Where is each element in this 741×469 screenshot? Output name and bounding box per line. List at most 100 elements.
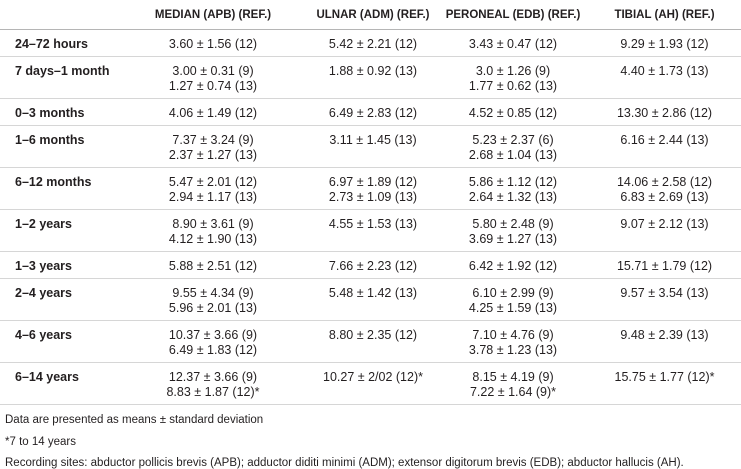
cell-line: 9.57 ± 3.54 (13) <box>620 286 709 300</box>
table-cell: 6.10 ± 2.99 (9) 4.25 ± 1.59 (13) <box>438 278 588 321</box>
footnote: *7 to 14 years <box>5 435 76 448</box>
table-cell: 3.60 ± 1.56 (12) <box>118 29 308 57</box>
cell-line: 10.37 ± 3.66 (9) <box>168 328 258 342</box>
table-row: 1–6 months 7.37 ± 3.24 (9) 2.37 ± 1.27 (13… <box>0 125 741 168</box>
table-cell: 15.71 ± 1.79 (12) <box>588 251 741 279</box>
cell-line: 13.30 ± 2.86 (12) <box>616 106 713 120</box>
table-cell: 5.86 ± 1.12 (12) 2.64 ± 1.32 (13) <box>438 167 588 210</box>
column-header: PERONEAL (EDB) (REF.) <box>438 0 588 30</box>
cell-line: 8.80 ± 2.35 (12) <box>328 328 418 342</box>
table-cell: 5.42 ± 2.21 (12) <box>308 29 438 57</box>
table-row: 6–14 years 12.37 ± 3.66 (9) 8.83 ± 1.87 (1… <box>0 362 741 405</box>
table-cell: 3.11 ± 1.45 (13) <box>308 125 438 168</box>
column-header: MEDIAN (APB) (REF.) <box>118 0 308 30</box>
cell-line: 2.64 ± 1.32 (13) <box>468 190 558 204</box>
table-row: 0–3 months 4.06 ± 1.49 (12) 6.49 ± 2.83 (1… <box>0 98 741 126</box>
row-label: 0–3 months <box>0 98 118 126</box>
cell-line: 5.96 ± 2.01 (13) <box>168 301 258 315</box>
cell-line: 7.10 ± 4.76 (9) <box>472 328 554 342</box>
table-cell: 4.40 ± 1.73 (13) <box>588 56 741 99</box>
cell-line: 3.11 ± 1.45 (13) <box>329 133 417 147</box>
table-cell: 9.29 ± 1.93 (12) <box>588 29 741 57</box>
cell-line: 9.55 ± 4.34 (9) <box>172 286 254 300</box>
table-body: 24–72 hours 3.60 ± 1.56 (12) 5.42 ± 2.21 (… <box>0 29 741 405</box>
table-cell: 14.06 ± 2.58 (12) 6.83 ± 2.69 (13) <box>588 167 741 210</box>
table-cell: 5.88 ± 2.51 (12) <box>118 251 308 279</box>
table-cell: 5.47 ± 2.01 (12) 2.94 ± 1.17 (13) <box>118 167 308 210</box>
cell-line: 6.16 ± 2.44 (13) <box>620 133 709 147</box>
table-cell: 4.52 ± 0.85 (12) <box>438 98 588 126</box>
cell-line: 1.88 ± 0.92 (13) <box>328 64 418 78</box>
table-cell: 3.0 ± 1.26 (9) 1.77 ± 0.62 (13) <box>438 56 588 99</box>
cell-line: 2.94 ± 1.17 (13) <box>168 190 258 204</box>
table-cell: 10.37 ± 3.66 (9) 6.49 ± 1.83 (12) <box>118 320 308 363</box>
cell-line: 4.40 ± 1.73 (13) <box>620 64 709 78</box>
table-cell: 1.88 ± 0.92 (13) <box>308 56 438 99</box>
row-label: 6–12 months <box>0 167 118 210</box>
cell-line: 15.75 ± 1.77 (12)* <box>614 370 715 384</box>
cell-line: 8.15 ± 4.19 (9) <box>472 370 554 384</box>
row-label: 1–2 years <box>0 209 118 252</box>
row-label: 6–14 years <box>0 362 118 405</box>
table-cell: 7.10 ± 4.76 (9) 3.78 ± 1.23 (13) <box>438 320 588 363</box>
cell-line: 14.06 ± 2.58 (12) <box>616 175 713 189</box>
table-cell: 9.48 ± 2.39 (13) <box>588 320 741 363</box>
cell-line: 5.42 ± 2.21 (12) <box>328 37 418 51</box>
row-label: 1–3 years <box>0 251 118 279</box>
column-header: TIBIAL (AH) (REF.) <box>588 0 741 30</box>
footnote: Data are presented as means ± standard d… <box>5 414 264 426</box>
cell-line: 2.37 ± 1.27 (13) <box>168 148 258 162</box>
cell-line: 6.10 ± 2.99 (9) <box>472 286 554 300</box>
footnote: Recording sites: abductor pollicis brevi… <box>5 457 684 469</box>
cell-line: 9.29 ± 1.93 (12) <box>620 37 709 51</box>
cell-line: 15.71 ± 1.79 (12) <box>616 259 713 273</box>
table-cell: 7.37 ± 3.24 (9) 2.37 ± 1.27 (13) <box>118 125 308 168</box>
row-label: 1–6 months <box>0 125 118 168</box>
cell-line: 9.07 ± 2.12 (13) <box>620 217 709 231</box>
notes: Data are presented as means ± standard d… <box>0 405 741 469</box>
cell-line: 5.47 ± 2.01 (12) <box>168 175 258 189</box>
table-cell: 4.06 ± 1.49 (12) <box>118 98 308 126</box>
table-cell: 13.30 ± 2.86 (12) <box>588 98 741 126</box>
cell-line: 3.0 ± 1.26 (9) <box>475 64 551 78</box>
table-cell: 12.37 ± 3.66 (9) 8.83 ± 1.87 (12)* <box>118 362 308 405</box>
table-cell: 4.55 ± 1.53 (13) <box>308 209 438 252</box>
table-cell: 6.16 ± 2.44 (13) <box>588 125 741 168</box>
cell-line: 1.27 ± 0.74 (13) <box>168 79 258 93</box>
cell-line: 4.06 ± 1.49 (12) <box>168 106 258 120</box>
header-row: MEDIAN (APB) (REF.) ULNAR (ADM) (REF.) PER… <box>0 0 741 30</box>
cell-line: 2.73 ± 1.09 (13) <box>328 190 418 204</box>
row-label: 2–4 years <box>0 278 118 321</box>
table-row: 1–2 years 8.90 ± 3.61 (9) 4.12 ± 1.90 (13)… <box>0 209 741 252</box>
cell-line: 7.22 ± 1.64 (9)* <box>469 385 557 399</box>
cell-line: 5.88 ± 2.51 (12) <box>168 259 258 273</box>
cell-line: 7.66 ± 2.23 (12) <box>328 259 418 273</box>
table-row: 7 days–1 month 3.00 ± 0.31 (9) 1.27 ± 0.74… <box>0 56 741 99</box>
table-cell: 15.75 ± 1.77 (12)* <box>588 362 741 405</box>
cell-line: 3.43 ± 0.47 (12) <box>468 37 558 51</box>
corner <box>0 0 118 30</box>
cell-line: 2.68 ± 1.04 (13) <box>468 148 558 162</box>
data-table: MEDIAN (APB) (REF.) ULNAR (ADM) (REF.) PER… <box>0 0 741 405</box>
table-cell: 8.80 ± 2.35 (12) <box>308 320 438 363</box>
cell-line: 3.69 ± 1.27 (13) <box>468 232 558 246</box>
table-cell: 9.57 ± 3.54 (13) <box>588 278 741 321</box>
cell-line: 4.25 ± 1.59 (13) <box>468 301 558 315</box>
cell-line: 4.55 ± 1.53 (13) <box>328 217 418 231</box>
cell-line: 4.12 ± 1.90 (13) <box>168 232 258 246</box>
table-cell: 9.55 ± 4.34 (9) 5.96 ± 2.01 (13) <box>118 278 308 321</box>
cell-line: 3.78 ± 1.23 (13) <box>468 343 558 357</box>
cell-line: 5.48 ± 1.42 (13) <box>328 286 418 300</box>
cell-line: 3.00 ± 0.31 (9) <box>172 64 254 78</box>
table-cell: 6.42 ± 1.92 (12) <box>438 251 588 279</box>
cell-line: 8.90 ± 3.61 (9) <box>172 217 254 231</box>
cell-line: 6.49 ± 2.83 (12) <box>328 106 418 120</box>
cell-line: 6.83 ± 2.69 (13) <box>620 190 709 204</box>
cell-line: 6.42 ± 1.92 (12) <box>468 259 558 273</box>
table-cell: 8.15 ± 4.19 (9) 7.22 ± 1.64 (9)* <box>438 362 588 405</box>
table-cell: 8.90 ± 3.61 (9) 4.12 ± 1.90 (13) <box>118 209 308 252</box>
cell-line: 6.49 ± 1.83 (12) <box>168 343 258 357</box>
cell-line: 6.97 ± 1.89 (12) <box>328 175 418 189</box>
cell-line: 10.27 ± 2/02 (12)* <box>323 370 423 384</box>
